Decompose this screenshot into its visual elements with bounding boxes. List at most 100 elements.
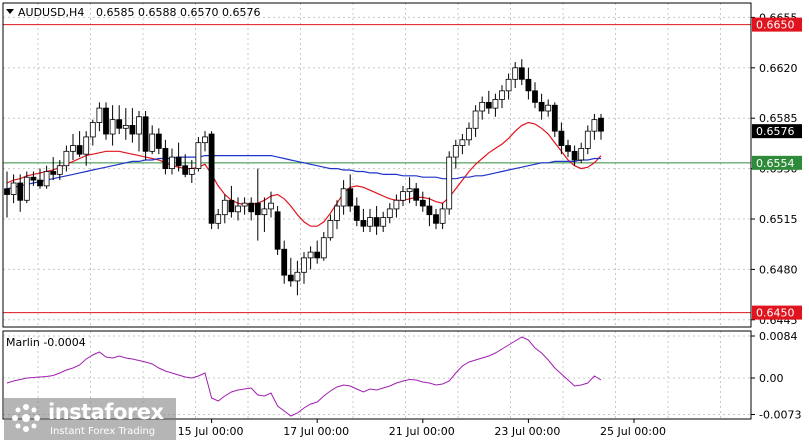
candle-body-bear bbox=[360, 220, 367, 227]
candle-body-bear bbox=[485, 101, 492, 109]
time-tick-label: 25 Jul 00:00 bbox=[600, 425, 666, 438]
candle bbox=[155, 128, 162, 155]
candle-body-bear bbox=[518, 67, 525, 80]
candle-body-bear bbox=[228, 199, 235, 213]
candle-body-bull bbox=[466, 127, 472, 141]
candle-body-bull bbox=[235, 205, 241, 213]
candle-body-bull bbox=[505, 78, 512, 92]
candle bbox=[70, 134, 76, 160]
price-tick-label: 0.6620 bbox=[759, 62, 798, 75]
candle bbox=[23, 171, 30, 204]
price-tick-label: 0.6585 bbox=[759, 112, 798, 125]
candle-body-bull bbox=[307, 251, 314, 259]
candle-body-bull bbox=[96, 107, 103, 123]
candle-body-bull bbox=[578, 148, 585, 161]
level-price-tag bbox=[752, 17, 802, 32]
moving-average-red bbox=[6, 121, 602, 227]
candle bbox=[142, 111, 149, 160]
chart-header: AUDUSD,H4 0.6585 0.6588 0.6570 0.6576 bbox=[6, 6, 260, 19]
marlin-title: Marlin -0.0004 bbox=[6, 336, 86, 349]
time-axis: 15 Jul 00:00 17 Jul 00:00 21 Jul 00:00 23 J… bbox=[178, 419, 666, 438]
candle-body-bull bbox=[472, 110, 479, 129]
candle bbox=[30, 171, 37, 186]
candle bbox=[10, 174, 17, 204]
candle bbox=[347, 174, 354, 212]
candle-body-bear bbox=[142, 116, 149, 152]
candle bbox=[116, 105, 123, 135]
candle bbox=[505, 73, 512, 100]
symbol-label: AUDUSD,H4 bbox=[18, 6, 84, 19]
candle-body-bull bbox=[221, 199, 228, 216]
candle-body-bull bbox=[70, 145, 76, 152]
candle-body-bull bbox=[241, 202, 248, 207]
candle-body-bull bbox=[294, 271, 301, 282]
candle bbox=[314, 240, 321, 264]
candle-body-bear bbox=[433, 214, 439, 224]
pane-frames bbox=[2, 2, 752, 420]
candle-body-bear bbox=[281, 248, 288, 276]
candle-body-bear bbox=[347, 188, 354, 207]
candle-body-bear bbox=[103, 107, 109, 135]
candle-body-bear bbox=[538, 101, 545, 112]
candle bbox=[499, 85, 505, 109]
candle-body-bull bbox=[406, 188, 413, 193]
collapse-triangle-icon[interactable] bbox=[6, 9, 14, 14]
candle bbox=[83, 131, 90, 166]
candle-body-bull bbox=[452, 145, 459, 158]
candle-body-bull bbox=[83, 136, 90, 155]
level-price-label: 0.6450 bbox=[756, 307, 795, 320]
candle-body-bull bbox=[393, 199, 400, 210]
candle-body-bull bbox=[334, 205, 340, 221]
candle bbox=[538, 93, 545, 120]
candle bbox=[452, 139, 459, 169]
ohlc-values: 0.6585 0.6588 0.6570 0.6576 bbox=[96, 6, 260, 19]
candle bbox=[367, 208, 373, 232]
candle-body-bull bbox=[301, 257, 307, 273]
candle bbox=[459, 134, 466, 155]
candle bbox=[413, 183, 420, 207]
candle-body-bull bbox=[122, 125, 129, 129]
candle bbox=[228, 185, 235, 218]
candle bbox=[248, 197, 255, 221]
marlin-tick-label: -0.0073 bbox=[759, 409, 801, 422]
candle bbox=[334, 200, 340, 230]
candle bbox=[122, 108, 129, 140]
candle-body-bear bbox=[162, 148, 169, 170]
marlin-pane-frame bbox=[2, 330, 752, 420]
candle-body-bear bbox=[50, 171, 57, 175]
candle bbox=[551, 102, 558, 137]
candle-body-bull bbox=[340, 188, 347, 207]
level-price-tag bbox=[752, 305, 802, 320]
candle-body-bull bbox=[268, 202, 274, 210]
candle-body-bear bbox=[129, 125, 136, 135]
candle-body-bear bbox=[551, 104, 558, 132]
candle bbox=[195, 136, 202, 172]
price-tick-label: 0.6480 bbox=[759, 263, 798, 276]
marlin-axis: 0.0084 0.00 -0.0073 bbox=[751, 330, 801, 422]
candle-body-bull bbox=[400, 191, 406, 201]
candle bbox=[485, 90, 492, 114]
candle bbox=[301, 252, 307, 284]
level-price-label: 0.6650 bbox=[756, 19, 795, 32]
candle bbox=[479, 96, 486, 120]
candle-body-bear bbox=[17, 182, 24, 201]
candle bbox=[235, 197, 241, 221]
candle-body-bull bbox=[584, 130, 591, 149]
candle-body-bull bbox=[23, 176, 30, 201]
candle-body-bull bbox=[386, 208, 393, 218]
candle bbox=[4, 171, 10, 218]
candle bbox=[327, 214, 334, 241]
main-pane-frame bbox=[2, 2, 752, 328]
candle-body-bull bbox=[367, 217, 373, 227]
candle bbox=[149, 125, 156, 155]
candle-body-bull bbox=[188, 168, 195, 175]
candle-body-bear bbox=[254, 202, 261, 216]
candle-body-bear bbox=[525, 78, 532, 92]
candle bbox=[393, 194, 400, 218]
candle-body-bull bbox=[512, 67, 519, 80]
candle-body-bull bbox=[327, 220, 334, 239]
candle-body-bull bbox=[492, 99, 499, 109]
candle bbox=[188, 159, 195, 183]
candle bbox=[221, 194, 228, 224]
candle bbox=[254, 168, 261, 241]
